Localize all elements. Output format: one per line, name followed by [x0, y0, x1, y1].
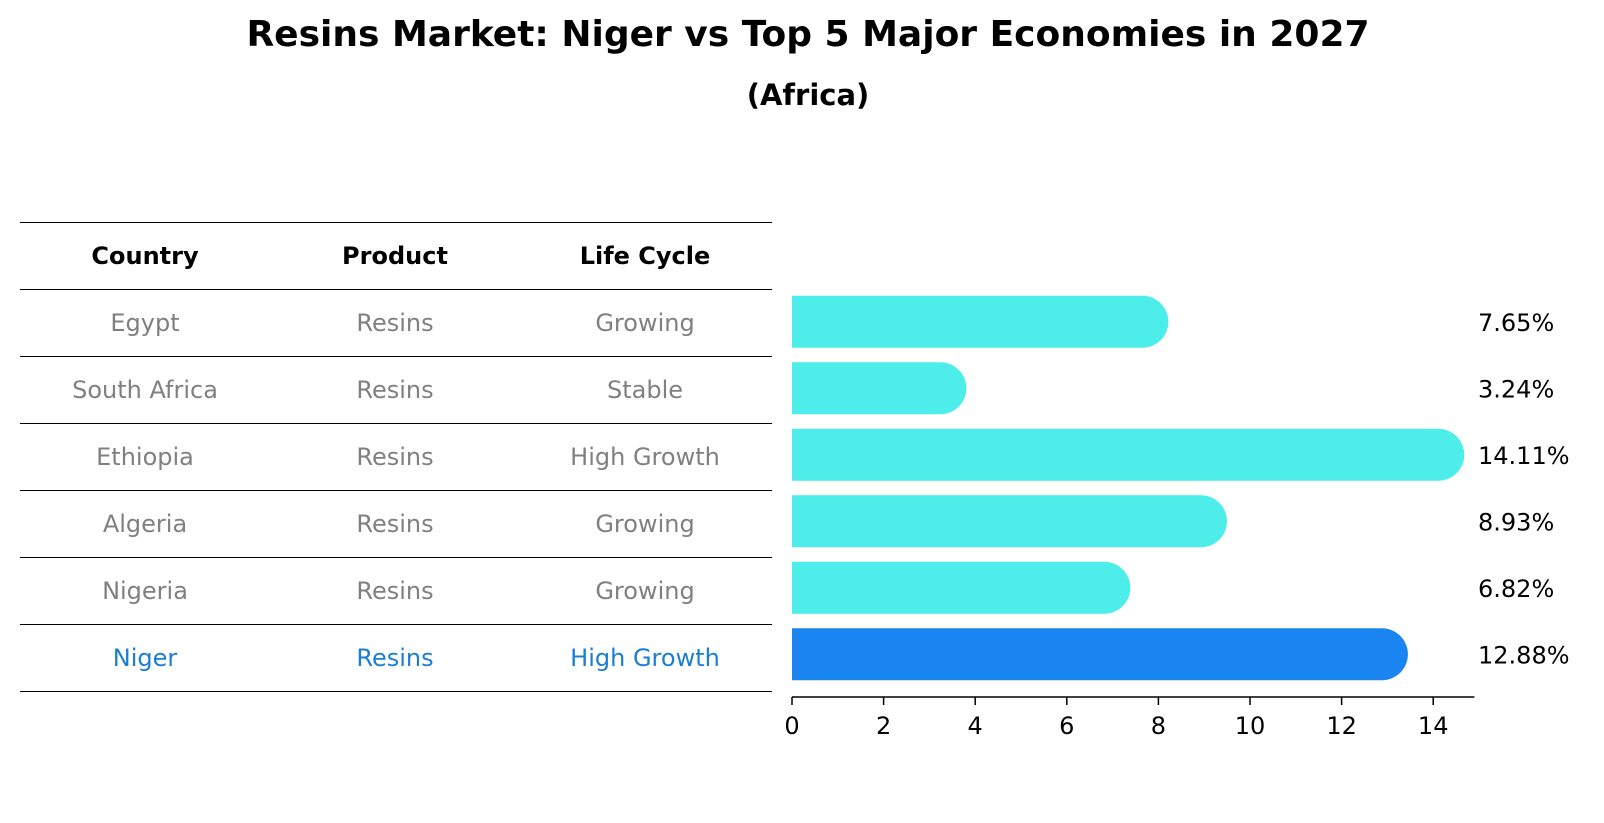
- x-tick-label: 0: [784, 712, 799, 740]
- bar-value-label: 14.11%: [1478, 442, 1570, 470]
- header-country: Country: [91, 242, 199, 270]
- chart-subtitle: (Africa): [746, 78, 870, 112]
- table-row-highlight: Niger Resins High Growth: [20, 624, 772, 692]
- x-tick-label: 8: [1151, 712, 1166, 740]
- cell-life-cycle: Stable: [606, 376, 684, 404]
- bar: [792, 362, 967, 415]
- table-row: Egypt Resins Growing: [20, 289, 772, 356]
- bar-value-label: 6.82%: [1478, 575, 1554, 603]
- table-row: South Africa Resins Stable: [20, 356, 772, 423]
- cell-life-cycle: Growing: [595, 510, 695, 538]
- cell-product: Resins: [356, 309, 434, 337]
- chart-title: Resins Market: Niger vs Top 5 Major Econ…: [246, 14, 1370, 55]
- cell-country: South Africa: [72, 376, 218, 404]
- cell-country: Niger: [112, 644, 178, 672]
- cell-product: Resins: [356, 644, 434, 672]
- bar-highlight: [792, 628, 1408, 681]
- cell-life-cycle: High Growth: [570, 644, 720, 672]
- x-tick-label: 4: [968, 712, 983, 740]
- header-life-cycle: Life Cycle: [579, 242, 711, 270]
- x-tick-label: 2: [876, 712, 891, 740]
- bar: [792, 495, 1227, 548]
- table-row: Algeria Resins Growing: [20, 490, 772, 557]
- table-header-row: Country Product Life Cycle: [20, 222, 772, 289]
- bar-value-label: 12.88%: [1478, 641, 1570, 669]
- bar-value-label: 8.93%: [1478, 508, 1554, 536]
- cell-country: Egypt: [110, 309, 180, 337]
- x-tick-label: 12: [1326, 712, 1357, 740]
- cell-life-cycle: Growing: [595, 577, 695, 605]
- cell-country: Ethiopia: [96, 443, 194, 471]
- table-row: Nigeria Resins Growing: [20, 557, 772, 624]
- bar: [792, 428, 1465, 481]
- cell-life-cycle: Growing: [595, 309, 695, 337]
- cell-country: Nigeria: [102, 577, 188, 605]
- table-row: Ethiopia Resins High Growth: [20, 423, 772, 490]
- cell-product: Resins: [356, 510, 434, 538]
- cell-country: Algeria: [102, 510, 188, 538]
- cell-product: Resins: [356, 577, 434, 605]
- x-tick-label: 14: [1418, 712, 1449, 740]
- x-tick-label: 10: [1235, 712, 1266, 740]
- cell-life-cycle: High Growth: [570, 443, 720, 471]
- bar-value-label: 7.65%: [1478, 309, 1554, 337]
- bar-value-label: 3.24%: [1478, 375, 1554, 403]
- header-product: Product: [342, 242, 448, 270]
- cell-product: Resins: [356, 376, 434, 404]
- x-tick-label: 6: [1059, 712, 1074, 740]
- data-table: Country Product Life Cycle Egypt Resins …: [20, 222, 772, 692]
- bar: [792, 295, 1169, 348]
- bar: [792, 561, 1131, 614]
- cell-product: Resins: [356, 443, 434, 471]
